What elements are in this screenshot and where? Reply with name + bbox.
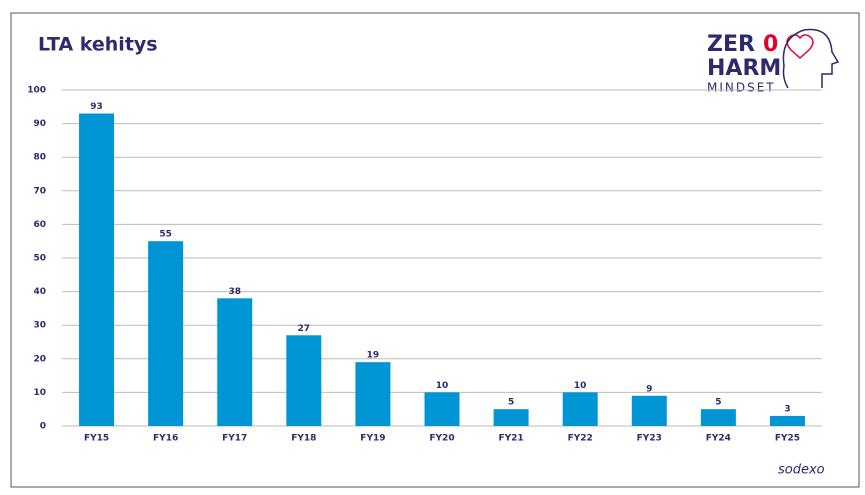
- bar: [286, 335, 322, 426]
- bar: [631, 395, 667, 426]
- y-tick-label: 70: [33, 186, 46, 196]
- y-tick-label: 50: [33, 254, 46, 264]
- bar: [79, 113, 115, 427]
- value-label: 5: [715, 398, 721, 408]
- x-tick-label: FY16: [153, 434, 178, 444]
- bar: [217, 298, 253, 426]
- y-tick-label: 30: [33, 321, 46, 331]
- bar: [562, 392, 598, 426]
- logo-word: MINDSET: [707, 81, 776, 95]
- x-tick-label: FY22: [568, 434, 593, 444]
- logo-head: [782, 28, 840, 89]
- x-tick-label: FY25: [775, 434, 800, 444]
- chart-title: LTA kehitys: [38, 34, 158, 56]
- logo-word: HARM: [707, 56, 781, 81]
- value-label: 38: [228, 287, 241, 297]
- x-tick-label: FY19: [360, 434, 385, 444]
- value-label: 9: [646, 384, 652, 394]
- footer-brand: sodexo: [778, 463, 825, 478]
- logo-word: 0: [763, 32, 778, 57]
- value-label: 93: [90, 102, 103, 112]
- y-tick-label: 100: [27, 86, 46, 96]
- value-label: 55: [159, 230, 172, 240]
- logo-word: ZER: [707, 32, 755, 57]
- x-tick-label: FY24: [706, 434, 731, 444]
- y-tick-label: 0: [40, 422, 46, 432]
- value-label: 27: [298, 324, 311, 334]
- value-label: 3: [784, 404, 790, 414]
- x-tick-label: FY15: [84, 434, 109, 444]
- bar: [769, 415, 805, 426]
- y-tick-label: 90: [33, 119, 46, 129]
- bar: [355, 362, 391, 426]
- x-tick-label: FY21: [498, 434, 523, 444]
- bar: [424, 392, 460, 426]
- value-label: 10: [436, 381, 449, 391]
- value-label: 10: [574, 381, 587, 391]
- logo: ZER 0 HARM MINDSET: [707, 28, 840, 95]
- y-tick-label: 40: [33, 287, 46, 297]
- y-tick-label: 60: [33, 220, 46, 230]
- x-tick-label: FY18: [291, 434, 316, 444]
- x-tick-label: FY17: [222, 434, 247, 444]
- bar: [148, 241, 184, 426]
- y-tick-label: 10: [33, 388, 46, 398]
- bar: [700, 409, 736, 426]
- value-label: 5: [508, 398, 514, 408]
- value-label: 19: [367, 351, 380, 361]
- x-tick-label: FY20: [429, 434, 454, 444]
- x-tick-label: FY23: [637, 434, 662, 444]
- y-tick-label: 20: [33, 354, 46, 364]
- logo-heart: [786, 34, 814, 60]
- y-tick-label: 80: [33, 153, 46, 163]
- bar: [493, 409, 529, 426]
